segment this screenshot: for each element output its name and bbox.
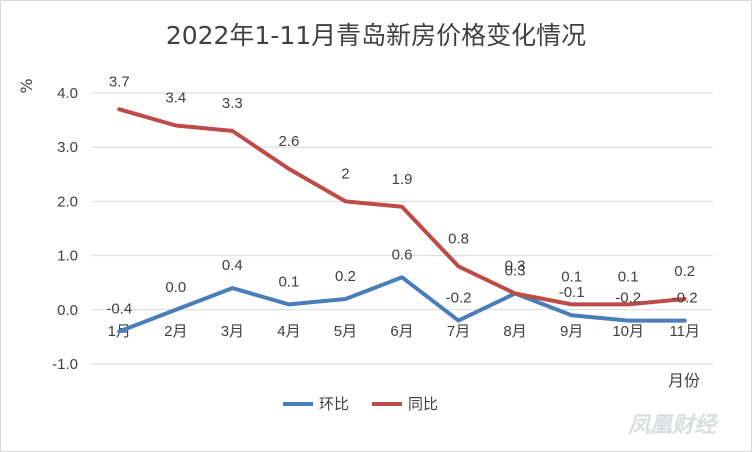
data-label: -0.2 (446, 290, 472, 307)
data-label: 0.1 (618, 268, 639, 285)
data-label: 1.9 (392, 171, 413, 188)
x-tick-label: 4月 (277, 323, 300, 340)
x-axis-label: 月份 (668, 371, 700, 390)
y-axis-label: % (17, 78, 36, 93)
series-line-yoy (117, 107, 687, 307)
legend-label: 环比 (319, 395, 349, 413)
data-label: -0.2 (615, 290, 641, 307)
data-label: 0.0 (165, 279, 186, 296)
legend: 环比 同比 (283, 395, 438, 413)
y-tick-label: 0.0 (57, 302, 78, 319)
x-tick-labels: 1月 2月 3月 4月 5月 6月 7月 8月 9月 10月 11月 (108, 323, 700, 340)
data-label: 0.1 (278, 273, 299, 290)
x-tick-label: 8月 (503, 323, 526, 340)
gridlines (91, 92, 713, 365)
x-tick-label: 6月 (390, 323, 413, 340)
x-tick-label: 11月 (669, 323, 700, 340)
data-label: -0.2 (672, 290, 698, 307)
data-label: 2 (341, 165, 349, 182)
legend-label: 同比 (408, 395, 438, 413)
data-label: -0.1 (559, 284, 585, 301)
watermark-logo: 凤凰财经 (627, 412, 719, 438)
y-tick-label: 1.0 (57, 248, 78, 265)
data-label: 0.4 (222, 257, 243, 274)
data-label: 0.2 (335, 268, 356, 285)
y-tick-label: 2.0 (57, 193, 78, 210)
data-label: -0.4 (106, 300, 132, 317)
series-line-mom (117, 275, 687, 334)
y-tick-label: 3.0 (57, 139, 78, 156)
data-label: 2.6 (278, 133, 299, 150)
x-tick-label: 7月 (447, 323, 470, 340)
data-label: 0.3 (505, 258, 526, 275)
x-tick-label: 5月 (334, 323, 357, 340)
y-tick-label: 4.0 (57, 85, 78, 102)
data-label: 0.3 (505, 263, 526, 280)
x-tick-label: 9月 (560, 323, 583, 340)
x-tick-label: 2月 (164, 323, 187, 340)
data-labels: -0.4 0.0 0.4 0.1 0.2 0.6 -0.2 0.3 -0.1 -0.2 -0.2 3.… (106, 73, 697, 317)
x-tick-label: 10月 (612, 323, 644, 340)
data-label: 3.7 (109, 73, 130, 90)
data-label: 0.1 (561, 268, 582, 285)
y-tick-label: -1.0 (52, 356, 78, 373)
series-lines (117, 107, 687, 334)
data-label: 3.3 (222, 95, 243, 112)
data-label: 0.8 (448, 230, 469, 247)
data-label: 0.2 (674, 263, 695, 280)
chart-title: 2022年1-11月青岛新房价格变化情况 (166, 21, 586, 50)
x-tick-label: 3月 (221, 323, 244, 340)
data-label: 3.4 (165, 90, 186, 107)
data-label: 0.6 (392, 246, 413, 263)
y-tick-labels: -1.0 0.0 1.0 2.0 3.0 4.0 (52, 85, 78, 373)
